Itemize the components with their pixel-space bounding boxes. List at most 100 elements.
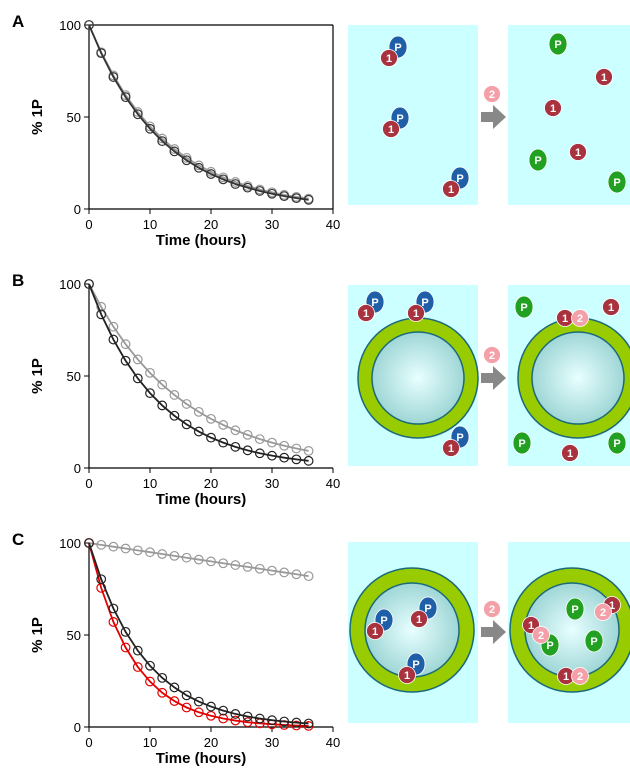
data-point	[145, 676, 155, 687]
data-point	[291, 443, 302, 454]
substrate-label: 1	[608, 302, 614, 314]
enzyme-label: 2	[600, 607, 606, 619]
substrate	[380, 49, 398, 67]
substrate	[407, 304, 425, 322]
data-point	[169, 696, 180, 706]
data-point	[145, 660, 155, 671]
data-point	[230, 715, 241, 726]
data-point	[242, 445, 253, 456]
data-point	[132, 545, 143, 556]
data-point	[108, 334, 119, 345]
phospho-group-label: P	[590, 636, 597, 648]
data-point	[157, 687, 168, 698]
data-point	[206, 432, 216, 443]
substrate-label: 1	[528, 620, 534, 632]
lumen	[531, 331, 625, 425]
data-point	[145, 367, 155, 378]
lumen	[371, 331, 465, 425]
data-point	[242, 562, 253, 572]
y-tick-label: 50	[67, 110, 81, 125]
data-point	[303, 718, 314, 729]
enzyme-label: 2	[577, 313, 583, 325]
data-point	[193, 696, 204, 707]
data-point	[230, 441, 241, 452]
data-point	[96, 301, 107, 312]
phospho-group	[548, 32, 568, 56]
enzyme	[532, 626, 550, 644]
data-point	[291, 717, 302, 728]
enzyme	[483, 85, 501, 103]
y-tick-label: 0	[74, 202, 81, 217]
data-point	[181, 419, 192, 430]
data-point	[120, 543, 131, 554]
data-point	[132, 645, 143, 656]
data-point	[218, 713, 229, 724]
data-point	[169, 146, 180, 157]
data-point	[120, 339, 131, 350]
substrate-label: 1	[609, 600, 615, 612]
substrate-label: 1	[363, 308, 369, 320]
substrate-label: 1	[413, 308, 419, 320]
data-point	[218, 437, 229, 448]
fit-line	[88, 542, 309, 725]
y-tick-label: 50	[67, 628, 81, 643]
x-tick-label: 0	[85, 476, 92, 491]
data-point	[267, 437, 277, 448]
data-point	[145, 547, 155, 558]
substrate-label: 1	[575, 147, 581, 159]
data-point	[132, 373, 143, 384]
substrate-label: 1	[567, 448, 573, 460]
data-point	[254, 186, 265, 196]
data-point	[96, 48, 107, 59]
data-point	[181, 552, 192, 563]
data-point	[193, 554, 204, 565]
enzyme	[483, 346, 501, 364]
data-point	[303, 571, 314, 582]
x-tick-label: 10	[143, 217, 157, 232]
data-point	[108, 603, 119, 614]
data-point	[279, 716, 290, 727]
x-tick-label: 20	[204, 476, 218, 491]
enzyme-label: 2	[489, 89, 495, 101]
y-tick-label: 50	[67, 369, 81, 384]
data-point	[242, 429, 253, 440]
data-point	[254, 434, 265, 445]
data-point	[84, 20, 94, 30]
x-tick-label: 20	[204, 217, 218, 232]
x-axis-title: Time (hours)	[156, 491, 247, 508]
panel-label: C	[12, 530, 24, 549]
phospho-group-label: P	[571, 604, 578, 616]
substrate-label: 1	[448, 184, 454, 196]
data-point	[242, 711, 253, 722]
x-tick-label: 0	[85, 217, 92, 232]
data-point	[132, 662, 143, 672]
data-point	[279, 440, 290, 451]
data-point	[157, 400, 168, 411]
phospho-group-label: P	[456, 432, 463, 444]
substrate-label: 1	[563, 671, 569, 683]
data-point	[145, 123, 155, 134]
substrate	[561, 444, 579, 462]
enzyme	[571, 667, 589, 685]
data-point	[303, 445, 314, 456]
substrate	[595, 68, 613, 86]
data-point	[279, 567, 290, 578]
data-point	[218, 705, 229, 716]
phospho-group-label: P	[371, 297, 378, 309]
substrate	[366, 622, 384, 640]
phospho-group-label: P	[394, 42, 401, 54]
substrate-label: 1	[372, 626, 378, 638]
data-point	[157, 136, 168, 147]
y-tick-label: 0	[74, 461, 81, 476]
data-point	[206, 556, 216, 567]
y-axis-title: % 1P	[29, 617, 46, 653]
phospho-group-label: P	[456, 173, 463, 185]
enzyme-label: 2	[577, 671, 583, 683]
data-point	[108, 617, 119, 627]
data-point	[181, 690, 192, 701]
enzyme-label: 2	[489, 604, 495, 616]
enzyme	[571, 309, 589, 327]
x-tick-label: 0	[85, 735, 92, 750]
data-point	[254, 563, 265, 574]
data-point	[157, 672, 168, 683]
